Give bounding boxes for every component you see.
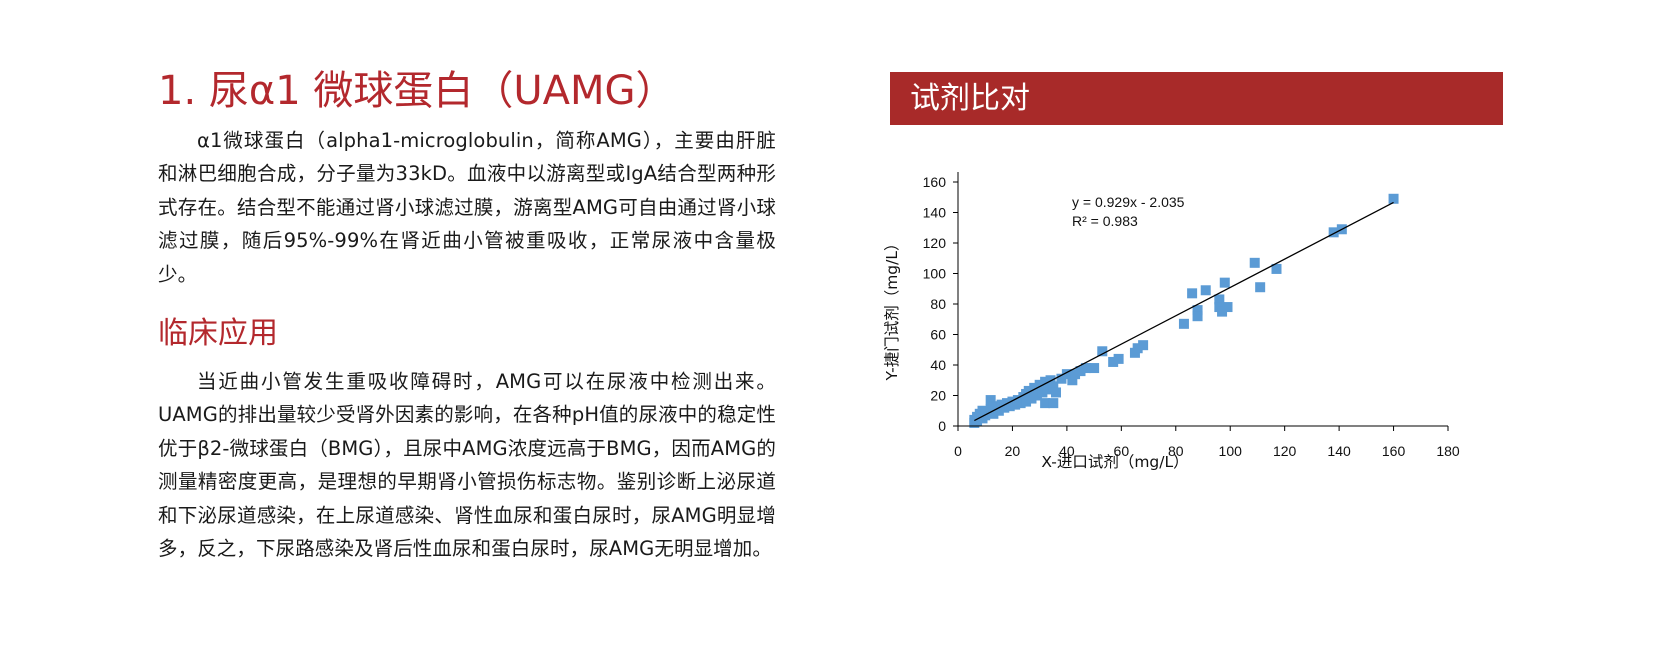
data-point	[1040, 376, 1051, 387]
data-point	[1217, 306, 1228, 317]
data-point	[1026, 393, 1037, 404]
x-tick-label: 140	[1327, 443, 1351, 459]
data-point	[1031, 390, 1042, 401]
text-column: 1. 尿α1 微球蛋白（UAMG） α1微球蛋白（alpha1-microglo…	[158, 62, 776, 565]
trend-line	[974, 201, 1394, 422]
data-point	[1015, 398, 1026, 409]
data-point	[1138, 340, 1149, 351]
y-tick-label: 80	[930, 296, 946, 312]
data-point	[1089, 363, 1100, 374]
data-point	[1328, 227, 1339, 238]
section-title: 临床应用	[158, 316, 278, 352]
data-point	[1388, 193, 1399, 204]
intro-paragraph: α1微球蛋白（alpha1-microglobulin，简称AMG），主要由肝脏…	[158, 129, 776, 286]
x-tick-label: 80	[1168, 443, 1184, 459]
data-point	[993, 405, 1004, 416]
y-tick-label: 0	[938, 418, 946, 434]
data-point	[1051, 387, 1061, 398]
x-tick-label: 180	[1436, 443, 1460, 459]
data-point	[1029, 382, 1040, 393]
data-point	[1061, 369, 1072, 380]
y-tick-label: 40	[930, 357, 946, 373]
data-point	[1023, 385, 1034, 396]
data-point	[1108, 356, 1119, 367]
y-tick-label: 140	[923, 205, 947, 221]
data-point	[1132, 343, 1143, 354]
clinical-paragraph: 当近曲小管发生重吸收障碍时，AMG可以在尿液中检测出来。UAMG的排出量较少受肾…	[158, 370, 776, 561]
x-tick-label: 100	[1219, 443, 1243, 459]
data-point	[1048, 398, 1059, 409]
data-point	[1178, 318, 1189, 329]
data-point	[1192, 305, 1203, 316]
data-point	[972, 416, 983, 427]
data-point	[1067, 375, 1078, 386]
x-tick-label: 120	[1273, 443, 1297, 459]
data-point	[1042, 384, 1053, 395]
data-point	[1080, 363, 1091, 374]
reagent-comparison-chart: 0 20 40 60 80 100 120 140 160 0 20 40 60 80 100 120 140 1…	[883, 172, 1460, 471]
comparison-banner: 试剂比对	[890, 72, 1503, 125]
y-axis-label: Y-捷门试剂（mg/L）	[883, 235, 901, 381]
data-point	[1037, 387, 1048, 398]
data-point	[1219, 277, 1230, 288]
y-tick-label: 60	[930, 327, 946, 343]
data-point	[1056, 373, 1067, 384]
data-point	[1271, 263, 1282, 274]
data-point	[1075, 366, 1086, 377]
page-title: 1. 尿α1 微球蛋白（UAMG）	[158, 68, 676, 114]
data-point	[1222, 302, 1233, 313]
data-point	[1214, 294, 1225, 305]
data-point	[1200, 285, 1211, 296]
r-squared-label: R² = 0.983	[1072, 213, 1138, 229]
data-point	[1187, 288, 1198, 299]
data-point	[1255, 282, 1266, 293]
x-tick-label: 160	[1382, 443, 1406, 459]
data-point	[1048, 381, 1059, 392]
data-point	[1097, 346, 1108, 357]
y-tick-label: 120	[923, 235, 947, 251]
data-point	[1249, 257, 1260, 268]
data-point	[1192, 311, 1203, 322]
y-tick-label: 160	[923, 174, 947, 190]
x-tick-label: 0	[954, 443, 962, 459]
data-point	[1040, 398, 1051, 409]
y-tick-label: 20	[930, 388, 946, 404]
y-tick-label: 100	[923, 266, 947, 282]
x-tick-label: 40	[1059, 443, 1075, 459]
data-point	[1070, 369, 1081, 380]
data-point	[1021, 396, 1032, 407]
data-point	[985, 395, 996, 406]
data-point	[1113, 353, 1124, 364]
data-point	[988, 408, 999, 419]
x-tick-label: 20	[1005, 443, 1021, 459]
x-tick-label: 60	[1114, 443, 1130, 459]
x-axis-label: X-进口试剂（mg/L）	[1041, 453, 1188, 471]
data-point	[1034, 379, 1045, 390]
regression-equation: y = 0.929x - 2.035	[1072, 194, 1185, 210]
